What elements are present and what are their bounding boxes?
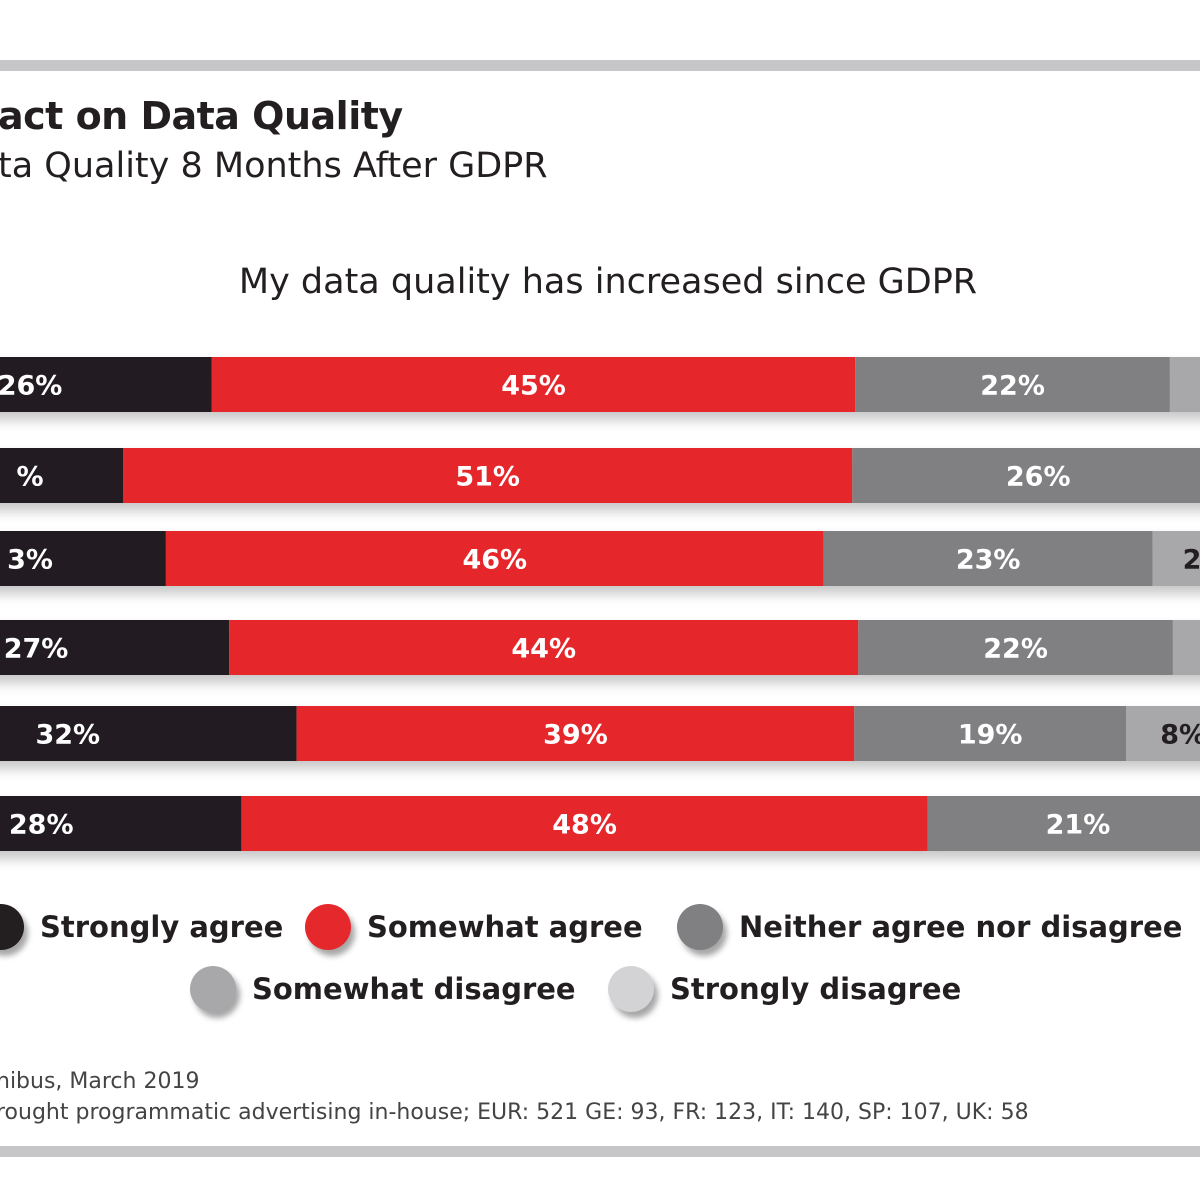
- bar-segment: [927, 796, 1200, 851]
- legend-row-1: Strongly agree Somewhat agree Neither ag…: [0, 904, 1200, 964]
- bar-segment: [0, 706, 297, 761]
- legend-swatch: [305, 904, 351, 950]
- bar-value-label: 26%: [1006, 462, 1071, 493]
- legend-item-somewhat-agree: Somewhat agree: [305, 904, 643, 950]
- legend-item-strongly-disagree: Strongly disagree: [608, 966, 961, 1012]
- bar-row: [0, 796, 1200, 851]
- bar-segment: [211, 357, 856, 412]
- top-rule: [0, 60, 1200, 71]
- legend-row-2: Somewhat disagree Strongly disagree: [0, 966, 1200, 1026]
- bar-segment: [0, 531, 166, 586]
- bar-value-label: 45%: [501, 371, 566, 402]
- bars-group: 26% 45% 22%% 51% 26% 3% 46% 23% 2 27% 44% 22% 32% 39%…: [0, 357, 1200, 851]
- bar-value-label: 48%: [552, 810, 617, 841]
- bar-value-label: 22%: [980, 371, 1045, 402]
- bar-segment: [823, 531, 1153, 586]
- bar-segment: [1126, 706, 1200, 761]
- bar-value-label: 2: [1183, 545, 1200, 576]
- bar-segment: [241, 796, 928, 851]
- bar-value-label: 46%: [462, 545, 527, 576]
- bar-row: [0, 357, 1200, 412]
- bar-value-label: 27%: [4, 634, 69, 665]
- legend-swatch: [608, 966, 654, 1012]
- legend-label: Somewhat disagree: [252, 972, 576, 1006]
- legend-item-strongly-agree: Strongly agree: [0, 904, 283, 950]
- bar-value-label: 23%: [956, 545, 1021, 576]
- bar-segment: [0, 448, 123, 503]
- bar-segment: [855, 357, 1170, 412]
- bar-row: [0, 448, 1200, 503]
- legend-swatch: [0, 904, 24, 950]
- bar-segment: [1172, 620, 1200, 675]
- bar-segment: [1152, 531, 1200, 586]
- bar-value-label: 39%: [543, 720, 608, 751]
- legend-item-somewhat-disagree: Somewhat disagree: [190, 966, 576, 1012]
- bar-segment: [0, 620, 230, 675]
- bar-value-label: 21%: [1046, 810, 1111, 841]
- bar-segment: [165, 531, 824, 586]
- bar-segment: [1169, 357, 1200, 412]
- bar-row: [0, 620, 1200, 675]
- bar-row: [0, 531, 1200, 586]
- legend-item-neither: Neither agree nor disagree: [677, 904, 1182, 950]
- chart-title: My data quality has increased since GDPR: [238, 262, 978, 302]
- legend-label: Somewhat agree: [367, 910, 643, 944]
- bar-value-label: 51%: [455, 462, 520, 493]
- bar-value-label: 3%: [7, 545, 53, 576]
- stacked-bar-chart: 26% 45% 22%% 51% 26% 3% 46% 23% 2 27% 44% 22% 32% 39%…: [0, 357, 1200, 851]
- bar-segment: [854, 706, 1126, 761]
- bar-value-label: 8%: [1160, 720, 1200, 751]
- page-title: act on Data Quality: [0, 94, 403, 138]
- legend-label: Strongly agree: [40, 910, 284, 944]
- source-line: nibus, March 2019: [0, 1069, 200, 1094]
- bar-value-label: 22%: [983, 634, 1048, 665]
- bar-row: [0, 706, 1200, 761]
- bar-value-label: 44%: [511, 634, 576, 665]
- legend-swatch: [190, 966, 236, 1012]
- page-subtitle: ta Quality 8 Months After GDPR: [0, 146, 548, 186]
- bar-segment: [852, 448, 1200, 503]
- bar-segment: [123, 448, 853, 503]
- source-note: nibus, March 2019 rought programmatic ad…: [0, 1066, 1029, 1128]
- bar-value-label: %: [16, 462, 43, 493]
- bottom-rule: [0, 1146, 1200, 1157]
- bar-value-label: 19%: [958, 720, 1023, 751]
- bar-segment: [296, 706, 855, 761]
- bar-segment: [858, 620, 1173, 675]
- bar-segment: [229, 620, 859, 675]
- legend-label: Strongly disagree: [670, 972, 962, 1006]
- bar-segment: [0, 796, 242, 851]
- bar-segment: [0, 357, 212, 412]
- legend-swatch: [677, 904, 723, 950]
- base-line: rought programmatic advertising in-house…: [0, 1100, 1029, 1125]
- legend-label: Neither agree nor disagree: [739, 910, 1183, 944]
- bar-value-label: 26%: [0, 371, 62, 402]
- bar-value-label: 28%: [9, 810, 74, 841]
- bar-value-label: 32%: [35, 720, 100, 751]
